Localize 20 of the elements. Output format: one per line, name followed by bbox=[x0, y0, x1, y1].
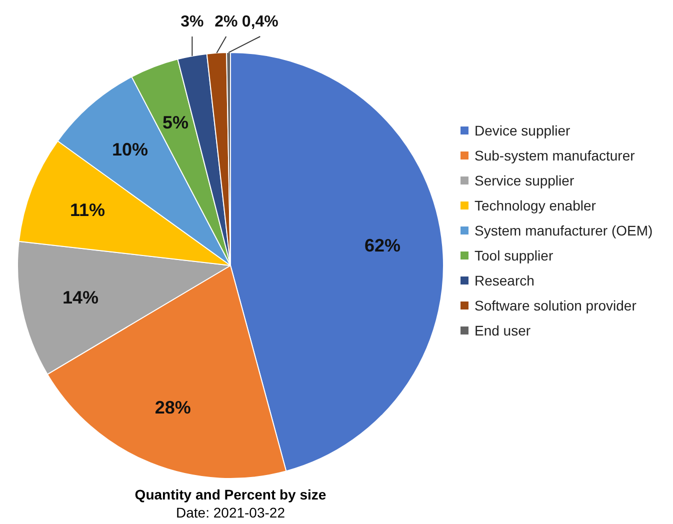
legend-label: Service supplier bbox=[474, 172, 574, 188]
data-label: 0,4% bbox=[242, 14, 278, 30]
legend-label: Sub-system manufacturer bbox=[474, 148, 636, 164]
text: Quantity and Percent by size bbox=[134, 486, 326, 502]
data-label: 3% bbox=[180, 14, 204, 30]
legend-label: End user bbox=[474, 322, 531, 338]
data-label: 5% bbox=[162, 112, 189, 132]
data-label: 11% bbox=[70, 200, 105, 220]
legend-label: Technology enabler bbox=[474, 198, 596, 214]
legend-label: Software solution provider bbox=[474, 298, 637, 314]
data-label: 62% bbox=[364, 235, 401, 256]
legend-label: Tool supplier bbox=[474, 248, 554, 264]
text: Date: 2021-03-22 bbox=[176, 504, 286, 520]
legend-label: System manufacturer (OEM) bbox=[474, 222, 653, 238]
data-label: 2% bbox=[214, 14, 238, 30]
legend-label: Research bbox=[474, 272, 534, 288]
data-label: 28% bbox=[154, 398, 191, 418]
legend-label: Device supplier bbox=[474, 122, 571, 138]
data-label: 14% bbox=[62, 288, 99, 308]
data-label: 10% bbox=[112, 140, 148, 160]
